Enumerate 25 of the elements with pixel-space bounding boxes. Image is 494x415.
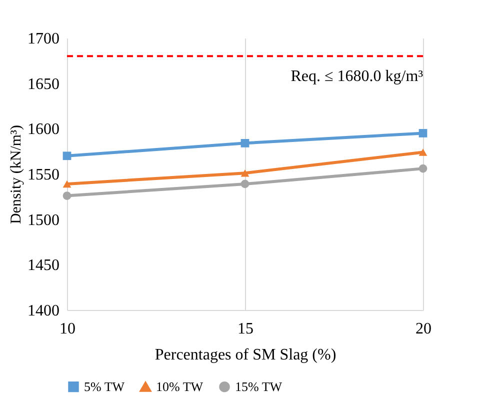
x-axis-title: Percentages of SM Slag (%) [154,346,336,364]
point [62,152,72,160]
legend-label: 5% TW [84,378,126,394]
point [418,164,428,173]
x-tick-label: 20 [416,320,432,338]
y-tick-label: 1450 [28,257,60,274]
point [240,169,250,177]
point [240,180,250,188]
y-tick-label: 1700 [28,30,60,48]
y-tick-label: 1500 [28,212,60,229]
point [240,138,250,148]
x-tick-label: 10 [60,320,76,338]
y-tick-label: 1400 [28,302,60,320]
y-tick-label: 1600 [28,121,60,138]
y-tick-label: 1550 [28,166,60,184]
point [418,129,428,138]
point [62,180,72,188]
point [62,192,72,200]
y-axis-title: Density (kN/m³) [8,124,24,224]
point [418,148,428,156]
x-tick-label: 15 [238,320,254,338]
y-tick-label: 1650 [28,76,60,93]
legend-label: 10% TW [156,379,204,394]
legend-label: 15% TW [235,378,283,394]
ref-line-label: Req. ≤ 1680.0 kg/m³ [290,68,424,86]
